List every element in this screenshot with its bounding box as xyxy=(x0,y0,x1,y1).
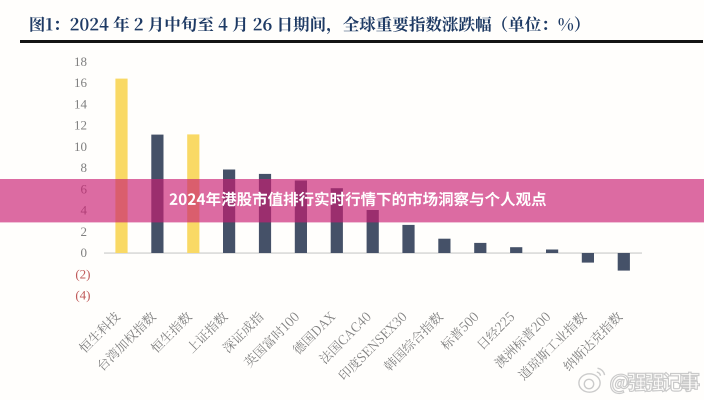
svg-text:18: 18 xyxy=(74,54,87,69)
svg-text:14: 14 xyxy=(74,96,88,111)
svg-text:12: 12 xyxy=(74,118,87,133)
svg-text:(4): (4) xyxy=(75,288,90,303)
svg-text:2: 2 xyxy=(81,224,88,239)
svg-text:16: 16 xyxy=(74,75,88,90)
svg-text:8: 8 xyxy=(81,160,88,175)
svg-text:(2): (2) xyxy=(75,266,90,281)
svg-text:0: 0 xyxy=(81,245,88,260)
svg-text:10: 10 xyxy=(74,139,87,154)
